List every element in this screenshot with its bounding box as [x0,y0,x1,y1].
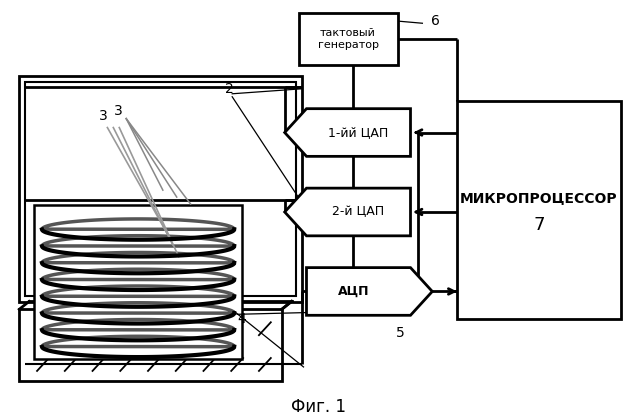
Polygon shape [285,109,410,156]
Text: МАТЕРИАЛ  1: МАТЕРИАЛ 1 [97,340,204,354]
Text: 3: 3 [114,104,123,118]
Text: 2: 2 [225,82,234,96]
Text: 3: 3 [99,109,108,123]
Text: 6: 6 [431,14,440,28]
Text: 7: 7 [533,216,545,234]
Text: Фиг. 1: Фиг. 1 [291,398,346,416]
Text: 2-й ЦАП: 2-й ЦАП [332,205,385,218]
Bar [19,310,282,381]
Bar [457,101,621,319]
Bar [299,13,397,65]
Text: тактовый
генератор: тактовый генератор [317,28,379,50]
Text: 5: 5 [396,326,405,340]
Bar [25,82,296,297]
Text: МИКРОПРОЦЕССОР: МИКРОПРОЦЕССОР [460,191,618,205]
Bar [34,205,242,359]
Polygon shape [307,268,432,315]
Bar [19,76,301,302]
Text: 4: 4 [237,312,246,326]
Text: АЦП: АЦП [338,285,369,298]
Text: 1-йй ЦАП: 1-йй ЦАП [328,126,388,139]
Polygon shape [285,188,410,236]
